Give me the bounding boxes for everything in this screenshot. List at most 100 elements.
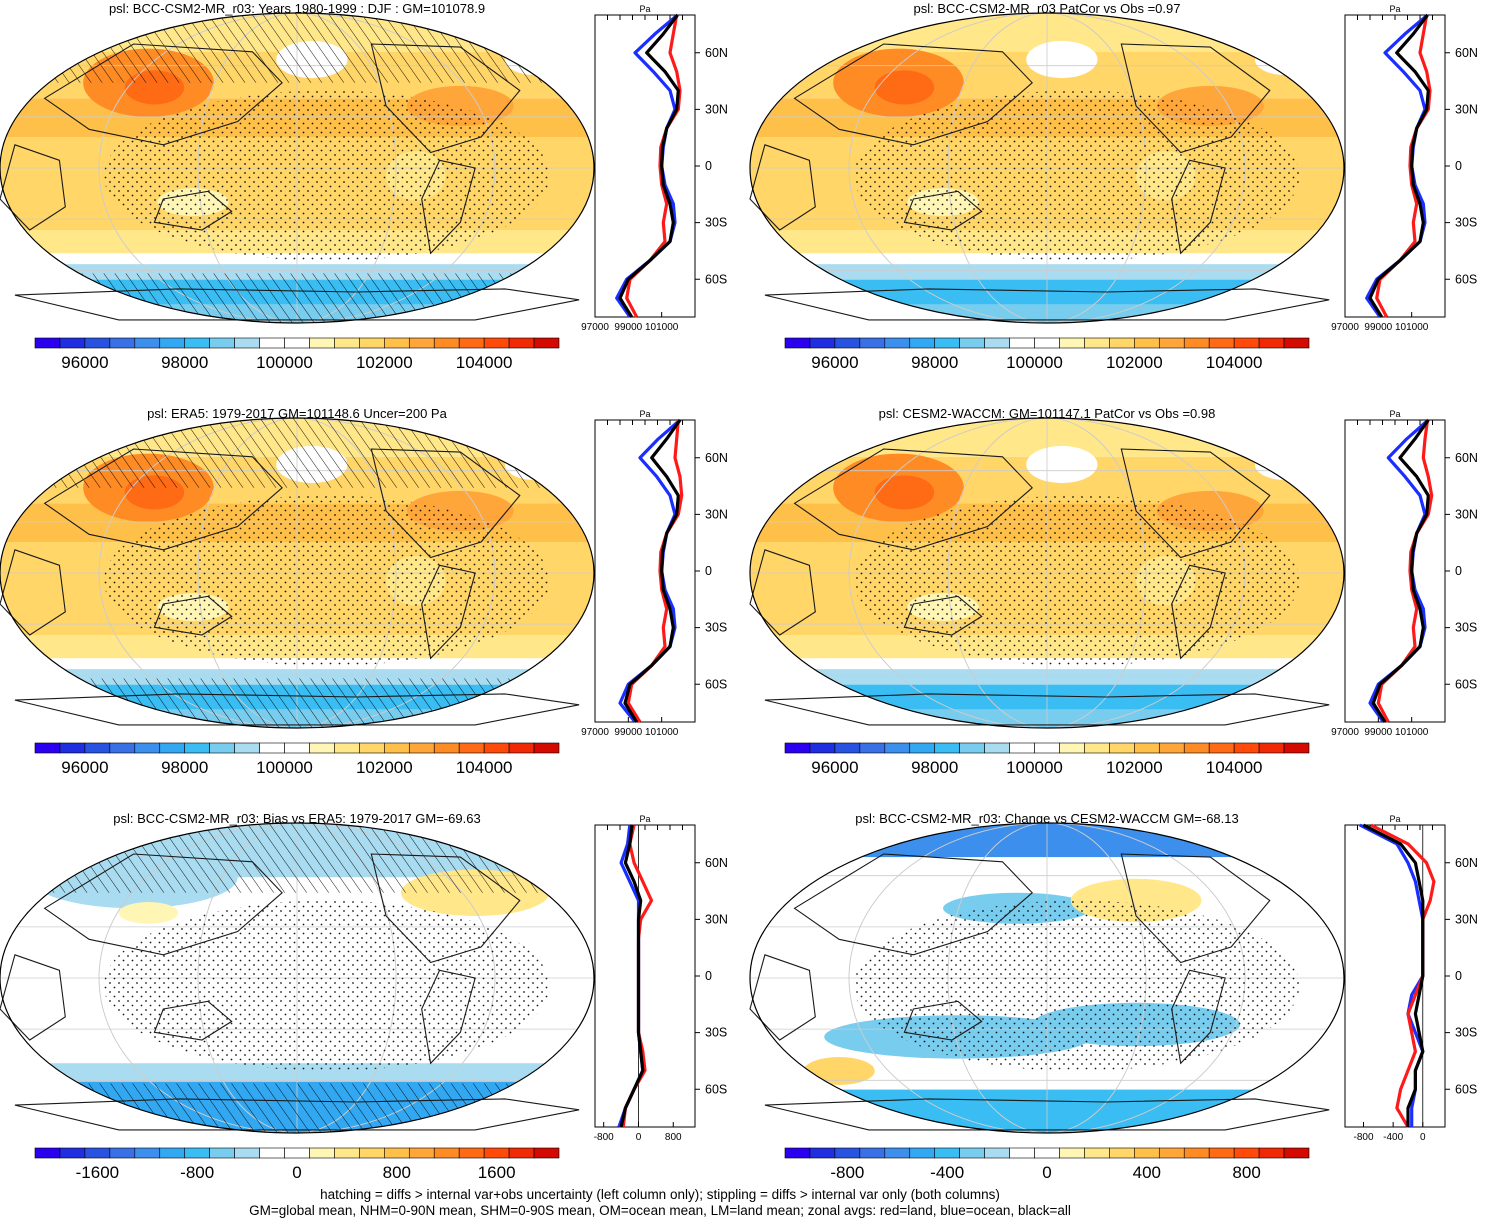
colorbar-swatch	[910, 743, 935, 753]
colorbar-tick-label: 102000	[1106, 758, 1163, 777]
colorbar-tick-label: 0	[292, 1163, 301, 1182]
zonal-mean-plot: Pa60N30N030S60S97000 99000 101000	[581, 4, 728, 333]
colorbar-tick-label: 400	[1133, 1163, 1161, 1182]
colorbar-tick-label: 98000	[911, 353, 958, 372]
colorbar-tick-label: 102000	[1106, 353, 1163, 372]
colorbar-tick-label: 96000	[811, 758, 858, 777]
colorbar-swatch	[235, 338, 260, 348]
colorbar-swatch	[434, 743, 459, 753]
zonal-lat-label: 30N	[705, 507, 728, 521]
zonal-x-tick-label: 99000	[614, 727, 642, 738]
icelandic-low	[1255, 44, 1314, 75]
colorbar-swatch	[434, 1148, 459, 1158]
zonal-plot-frame	[595, 15, 695, 317]
colorbar-swatch	[384, 338, 409, 348]
zonal-lat-label: 60S	[1455, 677, 1477, 691]
colorbar-swatch	[1184, 1148, 1209, 1158]
stippling-overlay	[854, 91, 1300, 262]
panel-p2: psl: BCC-CSM2-MR_r03 PatCor vs Obs =0.97…	[750, 1, 1478, 372]
zonal-lat-label: 30S	[1455, 216, 1477, 230]
colorbar-swatch	[1084, 338, 1109, 348]
zonal-x-tick-label: 99000	[614, 322, 642, 333]
colorbar-tick-label: 96000	[811, 353, 858, 372]
colorbar-swatch	[35, 338, 60, 348]
colorbar-swatch	[185, 743, 210, 753]
panel-p4: psl: CESM2-WACCM: GM=101147.1 PatCor vs …	[750, 406, 1478, 777]
hatching-overlay-north	[0, 13, 594, 83]
colorbar-swatch	[810, 338, 835, 348]
colorbar-swatch	[60, 1148, 85, 1158]
panel-p3: psl: ERA5: 1979-2017 GM=101148.6 Uncer=2…	[0, 406, 728, 777]
colorbar-tick-label: 96000	[61, 758, 108, 777]
zonal-lat-label: 30S	[1455, 621, 1477, 635]
colorbar-tick-label: 800	[383, 1163, 411, 1182]
colorbar-swatch	[835, 338, 860, 348]
zonal-lat-label: 30S	[705, 1026, 727, 1040]
colorbar-swatch	[985, 743, 1010, 753]
colorbar-tick-label: 100000	[1006, 353, 1063, 372]
colorbar-swatch	[459, 743, 484, 753]
colorbar-tick-label: 104000	[456, 758, 513, 777]
colorbar-swatch	[35, 1148, 60, 1158]
colorbar-swatch	[210, 338, 235, 348]
colorbar-swatch	[35, 743, 60, 753]
colorbar-swatch	[1184, 743, 1209, 753]
colorbar-swatch	[135, 743, 160, 753]
zonal-lat-label: 30S	[1455, 1026, 1477, 1040]
colorbar-swatch	[285, 338, 310, 348]
colorbar-swatch	[860, 743, 885, 753]
asia-positive	[119, 902, 178, 924]
colorbar-swatch	[1035, 743, 1060, 753]
colorbar-tick-label: 100000	[256, 758, 313, 777]
colorbar-swatch	[885, 1148, 910, 1158]
colorbar-swatch	[185, 1148, 210, 1158]
colorbar-swatch	[935, 1148, 960, 1158]
colorbar-swatch	[1209, 1148, 1234, 1158]
stippling-overlay	[104, 901, 550, 1072]
zonal-lat-label: 60N	[705, 856, 728, 870]
colorbar-swatch	[459, 1148, 484, 1158]
colorbar-swatch	[534, 1148, 559, 1158]
zonal-units-label: Pa	[1389, 4, 1400, 14]
panel-p5: psl: BCC-CSM2-MR_r03: Bias vs ERA5: 1979…	[0, 811, 728, 1182]
colorbar-swatch	[1284, 338, 1309, 348]
colorbar-swatch	[885, 338, 910, 348]
stippling-overlay	[854, 901, 1300, 1072]
zonal-lat-label: 30N	[1455, 507, 1478, 521]
colorbar-swatch	[1109, 1148, 1134, 1158]
zonal-lat-label: 60S	[705, 677, 727, 691]
colorbar-swatch	[985, 1148, 1010, 1158]
colorbar-swatch	[785, 338, 810, 348]
colorbar-swatch	[1259, 743, 1284, 753]
colorbar-swatch	[1159, 743, 1184, 753]
colorbar-swatch	[534, 338, 559, 348]
zonal-lat-label: 60S	[1455, 272, 1477, 286]
colorbar-swatch	[459, 338, 484, 348]
colorbar-swatch	[1109, 743, 1134, 753]
colorbar-swatch	[1134, 338, 1159, 348]
colorbar-swatch	[359, 743, 384, 753]
zonal-x-tick-label: 101000	[645, 727, 679, 738]
colorbar-swatch	[835, 1148, 860, 1158]
stippling-overlay	[104, 496, 550, 667]
zonal-mean-plot: Pa60N30N030S60S97000 99000 101000	[1331, 409, 1478, 738]
colorbar-swatch	[309, 338, 334, 348]
colorbar-swatch	[1159, 1148, 1184, 1158]
zonal-x-tick-label: -800	[594, 1132, 614, 1143]
colorbar-tick-label: 1600	[478, 1163, 516, 1182]
colorbar-swatch	[985, 338, 1010, 348]
colorbar-swatch	[1059, 1148, 1084, 1158]
colorbar-swatch	[1010, 338, 1035, 348]
colorbar-tick-label: -800	[830, 1163, 864, 1182]
colorbar-swatch	[1234, 1148, 1259, 1158]
zonal-lat-label: 60S	[705, 1082, 727, 1096]
colorbar-swatch	[1134, 1148, 1159, 1158]
zonal-units-label: Pa	[1389, 409, 1400, 419]
zonal-lat-label: 0	[705, 159, 712, 173]
colorbar-swatch	[935, 743, 960, 753]
colorbar-tick-label: -1600	[76, 1163, 119, 1182]
hatching-overlay-south	[0, 678, 594, 728]
colorbar-swatch	[1259, 338, 1284, 348]
zonal-mean-plot: Pa60N30N030S60S-800 -400 0	[1345, 814, 1478, 1143]
hatching-overlay-south	[0, 1083, 594, 1133]
